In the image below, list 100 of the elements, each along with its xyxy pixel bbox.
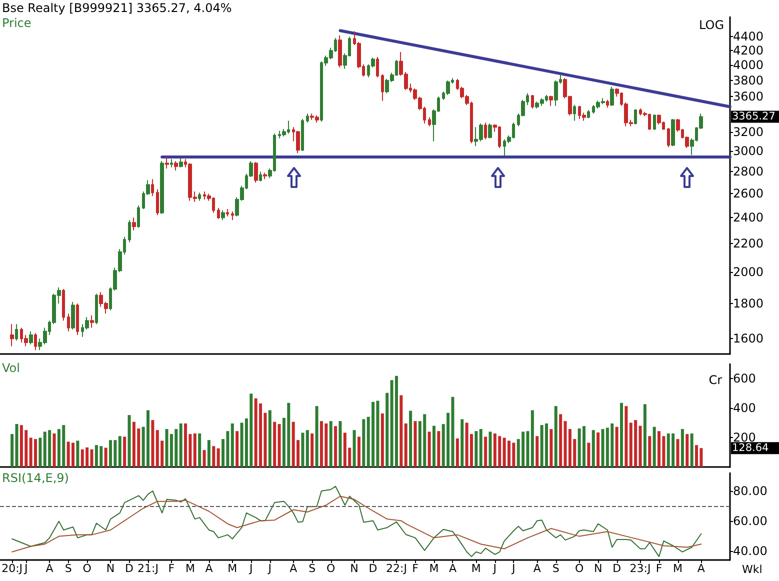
x-tick-label: J xyxy=(492,562,497,575)
x-tick-label: 23:J xyxy=(630,562,651,575)
y-tick-label: 2200 xyxy=(733,236,764,251)
candlestick xyxy=(667,128,670,148)
bar xyxy=(76,440,80,467)
x-tick-label: M xyxy=(429,562,439,575)
candlestick xyxy=(137,204,140,228)
y-tick-label: 2800 xyxy=(733,164,764,179)
candlestick xyxy=(531,94,534,109)
candlestick xyxy=(132,217,136,231)
candlestick xyxy=(484,122,487,140)
x-tick-label: S xyxy=(552,562,560,575)
bar xyxy=(479,429,482,467)
bar xyxy=(34,439,37,467)
candlestick xyxy=(67,313,70,332)
y-tick-label: 600 xyxy=(733,372,756,386)
bar xyxy=(536,436,539,467)
bar xyxy=(184,423,188,467)
y-tick-label: 3600 xyxy=(733,90,764,104)
candlestick xyxy=(128,220,131,243)
bar xyxy=(676,439,680,467)
bar xyxy=(306,430,309,467)
bar xyxy=(550,429,553,467)
x-tick-label: M xyxy=(471,562,481,575)
candlestick xyxy=(160,160,164,214)
bar xyxy=(559,414,562,467)
bar xyxy=(404,423,408,467)
bar xyxy=(118,436,122,467)
bar xyxy=(315,406,318,467)
bar xyxy=(151,420,154,467)
bar xyxy=(648,436,652,467)
x-tick-label: A xyxy=(290,562,298,575)
x-axis-title: Wkl xyxy=(742,563,762,576)
bar xyxy=(216,448,220,467)
candlestick xyxy=(151,178,154,197)
x-tick-label: M xyxy=(228,562,238,575)
y-tick-label: 3000 xyxy=(733,144,764,158)
x-tick-label: 20:J xyxy=(2,562,23,575)
x-tick-label: N xyxy=(106,562,115,575)
bar xyxy=(394,376,398,467)
x-tick-label: S xyxy=(64,562,72,575)
bar xyxy=(179,423,182,467)
x-tick-label: S xyxy=(308,562,316,575)
x-tick-label: A xyxy=(205,562,214,575)
candlestick xyxy=(338,34,342,68)
bar xyxy=(230,423,234,467)
bar xyxy=(362,419,366,467)
bar xyxy=(236,431,239,467)
chart-title: Vol xyxy=(2,361,20,375)
y-tick-label: 4400 xyxy=(733,30,764,44)
y-tick-label: 60.00 xyxy=(733,514,768,528)
bar xyxy=(544,423,548,467)
x-tick-label: A xyxy=(533,562,542,575)
bar xyxy=(198,433,202,467)
candlestick xyxy=(226,208,229,217)
x-tick-label: O xyxy=(82,562,92,575)
x-tick-label: N xyxy=(594,562,602,575)
candlestick xyxy=(198,192,201,202)
candlestick xyxy=(71,301,75,330)
x-tick-label: O xyxy=(326,562,336,575)
candlestick xyxy=(76,303,79,336)
candlestick xyxy=(174,160,178,172)
bar xyxy=(554,406,558,467)
bar xyxy=(123,436,126,467)
bar xyxy=(638,426,642,467)
bar xyxy=(615,426,618,467)
candlestick xyxy=(263,172,267,180)
candlestick xyxy=(179,158,183,168)
candlestick xyxy=(170,158,173,168)
y-tick-label: 3200 xyxy=(733,124,764,139)
y-tick-label: 400 xyxy=(733,401,756,416)
bar xyxy=(273,422,276,467)
candlestick xyxy=(634,108,637,125)
bar xyxy=(202,450,206,467)
bar xyxy=(380,413,384,467)
bar xyxy=(329,421,332,467)
candlestick xyxy=(610,86,614,106)
x-tick-label: J xyxy=(267,562,272,575)
x-tick-label: M xyxy=(673,562,683,575)
candlestick xyxy=(296,130,300,154)
bar xyxy=(624,406,628,467)
bar xyxy=(414,421,417,467)
x-tick-label: A xyxy=(46,562,54,575)
candlestick xyxy=(165,156,169,169)
bar xyxy=(488,432,492,467)
candlestick xyxy=(231,210,234,221)
x-tick-label: A xyxy=(448,562,457,575)
x-tick-label: O xyxy=(574,562,584,575)
bar xyxy=(474,431,478,467)
bar xyxy=(456,438,459,467)
bar xyxy=(109,440,112,467)
candlestick xyxy=(34,332,37,351)
y-tick-label: 40.00 xyxy=(733,544,768,558)
bar xyxy=(357,436,360,467)
chart-subtitle: Price xyxy=(2,16,32,30)
bar xyxy=(278,424,281,467)
bar xyxy=(460,419,464,467)
candlestick xyxy=(549,95,553,106)
x-tick-label: F xyxy=(168,562,175,575)
y-tick-label: 2400 xyxy=(733,210,764,225)
